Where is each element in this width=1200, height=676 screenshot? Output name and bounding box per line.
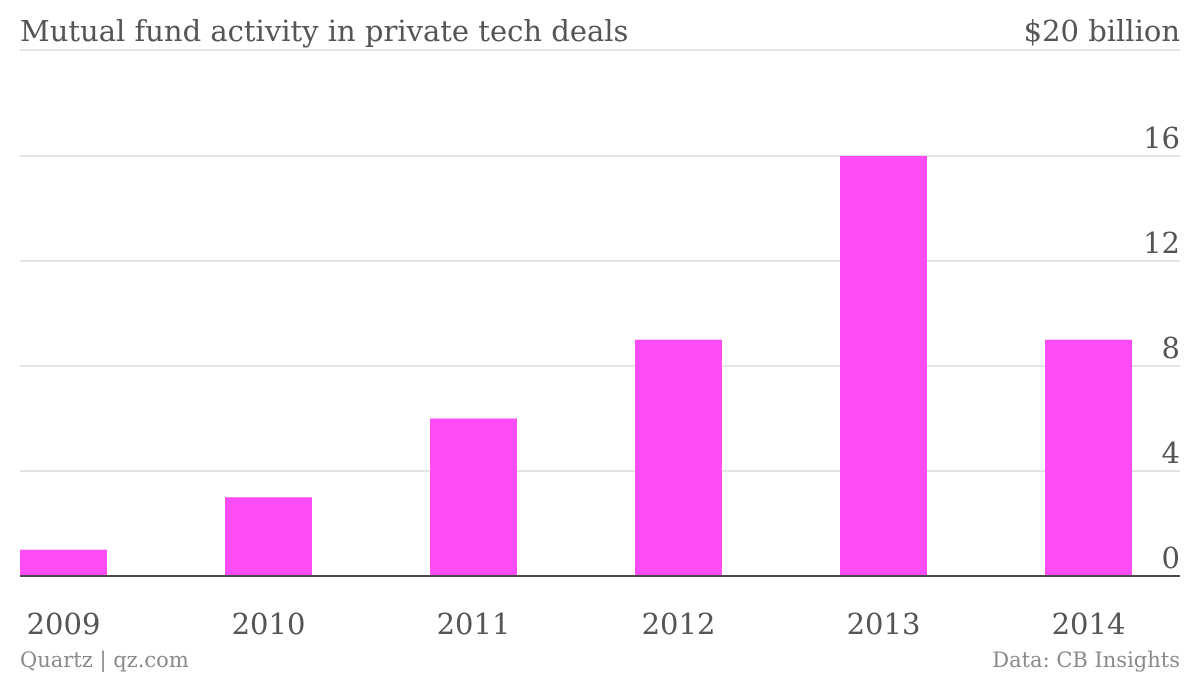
y-tick-label: 16 — [1143, 121, 1180, 155]
x-tick-label: 2009 — [27, 607, 101, 641]
x-tick-label: 2012 — [642, 607, 716, 641]
bar-2013 — [840, 156, 927, 576]
footer-source-left: Quartz | qz.com — [20, 648, 189, 673]
bar-2011 — [430, 418, 517, 576]
x-axis-ticks: 2009 2010 2011 2012 2013 2014 — [27, 607, 1126, 641]
y-tick-label: 0 — [1162, 541, 1180, 575]
x-tick-label: 2010 — [232, 607, 306, 641]
x-tick-label: 2011 — [437, 607, 511, 641]
footer-source-right: Data: CB Insights — [992, 648, 1180, 672]
bars — [20, 156, 1132, 576]
y-tick-label: 12 — [1143, 226, 1180, 260]
chart-title: Mutual fund activity in private tech dea… — [20, 14, 628, 48]
bar-2014 — [1045, 339, 1132, 576]
bar-2012 — [635, 339, 722, 576]
x-tick-label: 2013 — [847, 607, 921, 641]
gridlines — [20, 155, 1180, 472]
y-axis-unit-label: $20 billion — [1024, 14, 1180, 48]
y-axis-ticks: 0 4 8 12 16 — [1143, 121, 1180, 575]
bar-2009 — [20, 549, 107, 576]
y-tick-label: 8 — [1162, 331, 1180, 365]
x-tick-label: 2014 — [1052, 607, 1126, 641]
y-tick-label: 4 — [1162, 436, 1180, 470]
bar-2010 — [225, 497, 312, 576]
